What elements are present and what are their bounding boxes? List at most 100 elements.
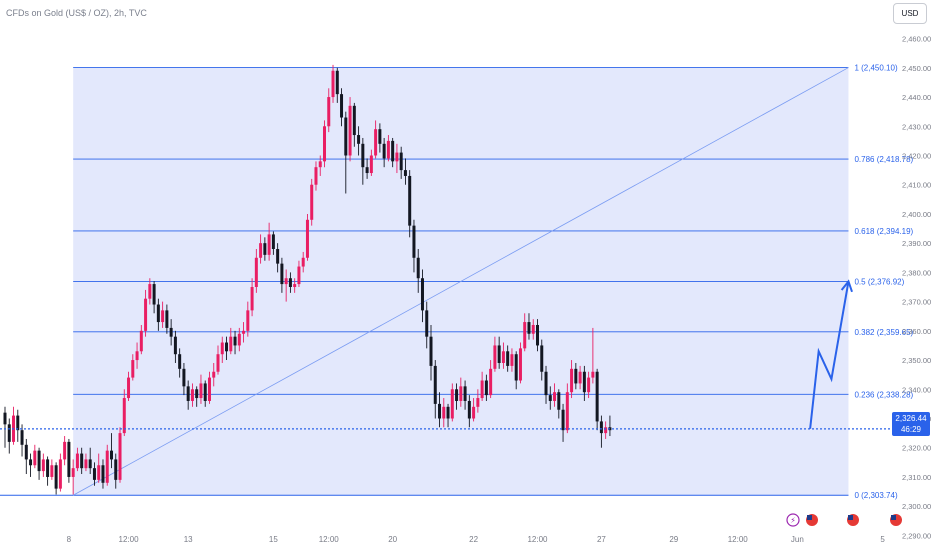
candle-body bbox=[186, 386, 190, 401]
candle-body bbox=[75, 453, 79, 469]
candle-body bbox=[190, 389, 194, 401]
x-tick-label: 8 bbox=[67, 535, 72, 544]
candle-body bbox=[497, 345, 501, 363]
candle-body bbox=[71, 468, 75, 477]
candle-body bbox=[161, 310, 165, 323]
candle-body bbox=[144, 298, 148, 331]
candle-body bbox=[114, 459, 118, 480]
candle-body bbox=[280, 263, 284, 285]
y-tick-label: 2,310.00 bbox=[902, 473, 931, 482]
candle-body bbox=[548, 395, 552, 401]
candle-body bbox=[348, 105, 352, 156]
candle-body bbox=[476, 398, 480, 407]
candle-body bbox=[425, 310, 429, 337]
candle-body bbox=[323, 126, 326, 162]
fib-level-label: 1 (2,450.10) bbox=[854, 64, 897, 73]
candle-body bbox=[374, 129, 378, 156]
candle-body bbox=[518, 348, 522, 381]
candle-body bbox=[131, 360, 135, 378]
candle-body bbox=[139, 330, 143, 352]
candle-body bbox=[587, 377, 591, 393]
candle-body bbox=[455, 389, 459, 401]
chart-title: CFDs on Gold (US$ / OZ), 2h, TVC bbox=[6, 8, 147, 18]
candle-body bbox=[361, 143, 365, 168]
candle-body bbox=[118, 433, 122, 480]
candle-body bbox=[122, 398, 126, 434]
event-markers[interactable]: ⚡ bbox=[786, 513, 902, 527]
y-tick-label: 2,450.00 bbox=[902, 64, 931, 73]
current-price-label: 2,326.44 46:29 bbox=[892, 412, 930, 436]
candle-body bbox=[276, 249, 280, 264]
candle-body bbox=[386, 140, 390, 159]
y-tick-label: 2,320.00 bbox=[902, 444, 931, 453]
candle-body bbox=[50, 465, 54, 477]
candle-body bbox=[92, 468, 96, 480]
fib-trend-line bbox=[72, 67, 849, 496]
candle-body bbox=[544, 371, 548, 396]
y-axis: 2,290.002,300.002,310.002,320.002,330.00… bbox=[902, 35, 931, 541]
y-tick-label: 2,400.00 bbox=[902, 210, 931, 219]
candle-body bbox=[472, 406, 476, 419]
candle-body bbox=[514, 354, 518, 381]
candle-body bbox=[314, 167, 318, 185]
current-price-value: 2,326.44 bbox=[895, 414, 927, 423]
candle-body bbox=[506, 351, 510, 366]
candle-body bbox=[101, 465, 105, 483]
candle-body bbox=[169, 327, 173, 337]
candle-body bbox=[395, 152, 399, 162]
candle-body bbox=[220, 342, 224, 355]
candle-body bbox=[3, 412, 7, 425]
fib-level-label: 0.236 (2,338.28) bbox=[854, 390, 913, 399]
y-tick-label: 2,440.00 bbox=[902, 93, 931, 102]
us-flag-canton bbox=[807, 515, 812, 520]
candle-body bbox=[263, 243, 267, 255]
candle-body bbox=[237, 333, 241, 346]
candle-body bbox=[293, 284, 297, 287]
candle-body bbox=[271, 234, 275, 250]
event-lightning-icon[interactable] bbox=[786, 513, 800, 527]
candle-body bbox=[242, 330, 246, 334]
x-tick-label: 27 bbox=[597, 535, 606, 544]
candle-body bbox=[173, 336, 177, 355]
candle-body bbox=[420, 278, 424, 311]
candle-body bbox=[225, 342, 229, 352]
candle-body bbox=[574, 368, 578, 384]
y-tick-label: 2,460.00 bbox=[902, 35, 931, 44]
candle-body bbox=[165, 310, 169, 328]
candle-body bbox=[46, 459, 50, 477]
candle-body bbox=[288, 278, 292, 287]
candle-body bbox=[127, 377, 131, 399]
candle-body bbox=[591, 371, 595, 378]
candle-body bbox=[246, 310, 250, 331]
candle-body bbox=[578, 371, 582, 384]
candle-body bbox=[365, 167, 369, 174]
candle-body bbox=[148, 284, 152, 299]
candle-body bbox=[63, 441, 67, 460]
fib-level-label: 0.618 (2,394.19) bbox=[854, 227, 913, 236]
candle-body bbox=[310, 184, 314, 220]
currency-button[interactable]: USD bbox=[893, 3, 927, 24]
candle-body bbox=[37, 450, 41, 472]
candle-body bbox=[565, 392, 569, 431]
y-tick-label: 2,370.00 bbox=[902, 298, 931, 307]
candle-body bbox=[284, 278, 288, 285]
y-tick-label: 2,380.00 bbox=[902, 268, 931, 277]
projection-arrowhead bbox=[840, 279, 853, 293]
candle-body bbox=[340, 94, 344, 118]
y-tick-label: 2,430.00 bbox=[902, 122, 931, 131]
candle-body bbox=[523, 322, 527, 349]
candle-body bbox=[207, 377, 211, 401]
candle-body bbox=[327, 97, 331, 127]
candle-body bbox=[54, 465, 58, 489]
bar-countdown: 46:29 bbox=[900, 425, 922, 434]
candle-body bbox=[305, 219, 309, 258]
candle-body bbox=[105, 450, 109, 483]
candle-body bbox=[442, 406, 446, 419]
candle-body bbox=[391, 140, 395, 162]
x-tick-label: 12:00 bbox=[527, 535, 548, 544]
candle-body bbox=[301, 257, 305, 267]
candle-body bbox=[297, 266, 301, 285]
y-tick-label: 2,350.00 bbox=[902, 356, 931, 365]
candle-body bbox=[331, 70, 335, 98]
